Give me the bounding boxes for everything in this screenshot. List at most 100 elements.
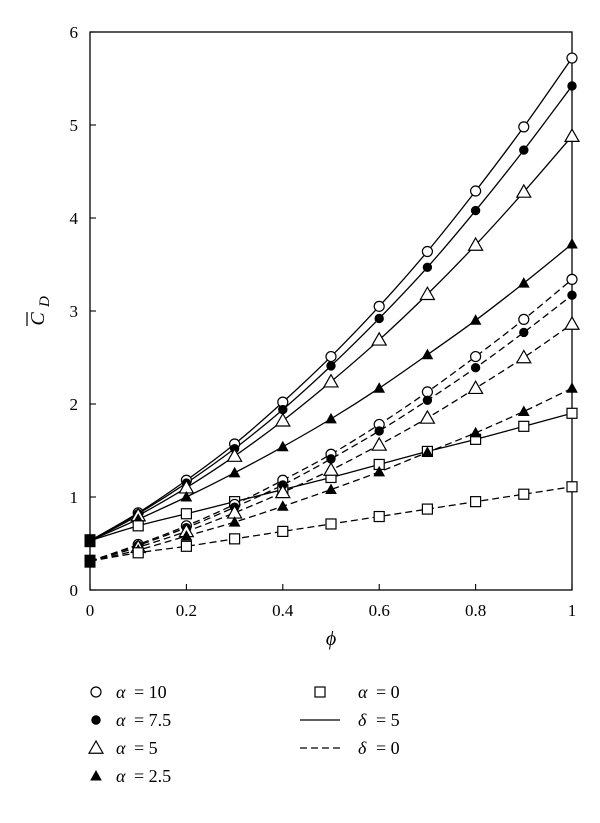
- legend-symbol: δ: [358, 710, 367, 730]
- y-tick-label: 3: [70, 302, 79, 321]
- data-point: [180, 490, 193, 502]
- data-point: [374, 426, 384, 436]
- data-point: [373, 382, 386, 393]
- data-point: [325, 412, 337, 424]
- legend-item: α = 0: [314, 682, 400, 702]
- data-point: [180, 540, 192, 552]
- y-tick-label: 5: [70, 116, 79, 135]
- x-tick-label: 0: [86, 601, 95, 620]
- y-axis-title-subscript: D: [37, 296, 53, 308]
- legend-label: = 5: [134, 738, 158, 758]
- data-point: [132, 547, 144, 559]
- data-point: [566, 407, 578, 419]
- data-point: [371, 331, 388, 346]
- series-line-solid: [89, 85, 573, 542]
- data-point: [373, 300, 385, 312]
- series-line-solid: [89, 135, 573, 542]
- legend-circle-filled-marker: [91, 715, 101, 725]
- y-axis-title-main: C: [27, 312, 49, 326]
- data-point: [322, 461, 340, 476]
- data-point: [326, 454, 336, 464]
- data-point: [567, 290, 577, 300]
- legend-label: = 10: [134, 682, 167, 702]
- data-point: [419, 409, 436, 424]
- legend-label: = 5: [376, 710, 400, 730]
- data-point: [469, 426, 482, 438]
- data-point: [421, 446, 434, 457]
- data-point: [517, 277, 530, 288]
- legend-symbol: α: [116, 710, 126, 730]
- x-tick-label: 1: [568, 601, 577, 620]
- x-tick-label: 0.4: [272, 601, 294, 620]
- data-point: [515, 183, 532, 198]
- data-point: [518, 121, 530, 133]
- data-point: [373, 510, 385, 523]
- data-point: [326, 361, 336, 371]
- data-point: [322, 373, 340, 388]
- data-point: [515, 349, 532, 364]
- series-line-solid: [89, 243, 573, 542]
- legend-square-open-marker: [314, 686, 326, 698]
- data-point: [226, 447, 243, 462]
- data-point: [519, 327, 529, 338]
- data-point: [566, 481, 578, 493]
- data-point: [325, 350, 337, 363]
- data-point: [518, 488, 530, 500]
- axis-ticks: 0 0.2 0.4 0.6 0.8 1 0 1 2 3 4 5 6: [70, 23, 577, 620]
- data-point: [277, 525, 289, 538]
- plot-frame: [89, 31, 573, 591]
- data-point: [373, 465, 386, 477]
- y-tick-label: 6: [70, 23, 79, 42]
- legend-symbol: δ: [358, 738, 367, 758]
- data-point: [470, 205, 481, 216]
- data-point: [278, 404, 288, 415]
- x-tick-label: 0.8: [465, 601, 486, 620]
- data-point: [180, 508, 192, 520]
- data-point: [274, 484, 291, 499]
- legend-item: α = 5: [87, 738, 158, 758]
- data-point: [374, 313, 384, 324]
- legend-label: = 2.5: [134, 766, 171, 786]
- legend-symbol: α: [116, 766, 126, 786]
- data-point: [421, 245, 433, 258]
- data-point: [469, 314, 482, 325]
- data-point: [419, 286, 436, 301]
- x-axis-title: ϕ: [326, 628, 336, 650]
- data-point: [519, 145, 529, 155]
- data-point: [228, 466, 241, 478]
- data-point: [274, 412, 291, 427]
- data-point: [276, 500, 289, 511]
- data-point: [229, 533, 241, 545]
- legend-item: δ = 0: [300, 738, 400, 758]
- legend-symbol: α: [116, 682, 126, 702]
- y-axis-title: C D: [26, 296, 53, 326]
- x-tick-label: 0.6: [369, 601, 390, 620]
- data-point: [467, 379, 484, 395]
- y-tick-label: 1: [70, 488, 79, 507]
- data-point: [325, 518, 337, 530]
- legend-item: α = 7.5: [91, 710, 171, 730]
- origin-point: [84, 534, 96, 548]
- data-point: [421, 503, 433, 515]
- data-point: [470, 350, 482, 363]
- legend-item: α = 2.5: [90, 766, 171, 786]
- data-point: [422, 395, 433, 405]
- data-point: [563, 315, 581, 330]
- plot-border: [89, 31, 573, 591]
- data-point: [517, 405, 530, 416]
- legend: α = 10 α = 7.5 α = 5 α = 2.5 α = 0 δ = 5 δ = 0: [87, 682, 400, 786]
- data-point: [276, 440, 289, 452]
- legend-label: = 0: [376, 682, 400, 702]
- data-point: [422, 262, 433, 272]
- legend-circle-open-marker: [90, 686, 102, 698]
- data-point: [563, 127, 581, 143]
- data-point: [467, 236, 484, 251]
- data-point: [325, 483, 337, 495]
- axis-titles: ϕ C D: [26, 296, 336, 650]
- x-tick-label: 0.2: [176, 601, 197, 620]
- y-tick-label: 2: [70, 395, 79, 414]
- data-point: [566, 273, 578, 285]
- series-line-solid: [89, 57, 573, 542]
- data-point: [371, 436, 388, 451]
